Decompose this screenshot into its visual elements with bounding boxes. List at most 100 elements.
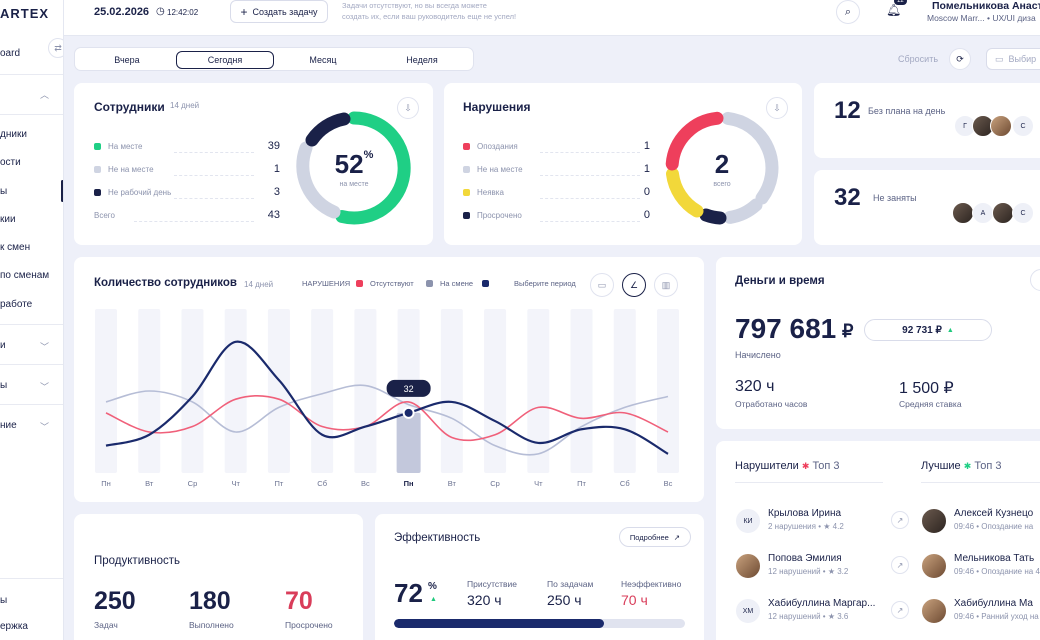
money-title: Деньги и время [735, 275, 825, 287]
tab-yesterday[interactable]: Вчера [114, 55, 140, 65]
sidebar-item-group-1[interactable]: и [0, 340, 6, 351]
best-meta: 09:46 • Опоздание на 45 [954, 567, 1040, 576]
task-hint-line-1: Задачи отсутствуют, но вы всегда можете [342, 1, 487, 10]
bell-icon[interactable]: 🔔︎ [886, 3, 902, 17]
avatar[interactable] [921, 598, 947, 624]
sidebar-item-group-2[interactable]: ы [0, 380, 8, 391]
violator-name[interactable]: Хабибуллина Маргар... [768, 598, 876, 609]
hours-label: Отработано часов [735, 399, 808, 409]
open-profile-button[interactable]: ↗ [891, 556, 909, 574]
download-button[interactable]: ⇩ [766, 97, 788, 119]
row-label: Не на месте [108, 165, 154, 174]
bar-chart-toggle[interactable]: ▥ [654, 273, 678, 297]
chevron-up-icon[interactable]: ︿ [40, 90, 50, 100]
arrow-up-right-icon: ↗ [673, 532, 681, 542]
row-value: 1 [643, 140, 650, 152]
avatar[interactable] [992, 202, 1014, 224]
avatar[interactable] [921, 553, 947, 579]
row-value: 3 [273, 186, 280, 198]
sidebar-item-tasks[interactable]: кии [0, 214, 16, 225]
refresh-button[interactable]: ⟳ [949, 48, 971, 70]
avatar[interactable]: С [1012, 115, 1034, 137]
legend-dot [463, 143, 470, 150]
productivity-title: Продуктивность [94, 555, 180, 567]
avatar[interactable]: ХМ [735, 598, 761, 624]
total-label: Всего [94, 211, 115, 220]
create-task-button[interactable]: + Создать задачу [230, 0, 328, 23]
violations-caption: всего [713, 181, 731, 188]
collapse-sidebar-button[interactable]: ⇄ [48, 38, 63, 58]
sidebar-item-shift-schedule[interactable]: к смен [0, 242, 31, 253]
avatar[interactable] [952, 202, 974, 224]
star-icon: ★ [827, 567, 838, 576]
current-time: 12:42:02 [167, 8, 199, 17]
clock-icon: ◷ [156, 6, 165, 17]
avatar[interactable] [990, 115, 1012, 137]
violator-name[interactable]: Попова Эмилия [768, 553, 842, 564]
avatar[interactable]: А [972, 202, 994, 224]
legend-dot [426, 280, 433, 287]
notification-badge: 12 [894, 0, 907, 5]
download-icon: ⇩ [404, 102, 412, 113]
calendar-button[interactable]: ▭ [590, 273, 614, 297]
chevron-down-icon[interactable]: ﹀ [40, 382, 50, 392]
tab-month[interactable]: Месяц [309, 55, 337, 65]
series-line [105, 394, 669, 442]
more-button[interactable] [1030, 269, 1040, 291]
period-picker-label[interactable]: Выберите период [514, 279, 576, 288]
legend-dot [463, 212, 470, 219]
details-button[interactable]: Подробнее ↗ [619, 527, 691, 547]
sidebar-item-active[interactable]: ы [0, 186, 8, 197]
avatar[interactable]: С [1012, 202, 1034, 224]
violator-name[interactable]: Крылова Ирина [768, 508, 842, 519]
best-top-label: Топ 3 [974, 460, 1002, 472]
tab-week[interactable]: Неделя [406, 55, 438, 65]
chevron-down-icon[interactable]: ﹀ [40, 422, 50, 432]
money-card: Деньги и время 797 681 ₽ 92 731 ₽ ▲ Начи… [716, 257, 1040, 429]
sidebar-item-at-work[interactable]: работе [0, 299, 33, 310]
user-meta: Moscow Marr... • UX/UI диза [927, 13, 1036, 23]
best-name[interactable]: Хабибуллина Ма [954, 598, 1033, 609]
date-picker-button[interactable]: ▭ Выбир [986, 48, 1040, 70]
violator-meta: 12 нарушений • ★ 3.2 [768, 567, 848, 576]
sidebar-item-attendance[interactable]: ости [0, 157, 21, 168]
open-profile-button[interactable]: ↗ [891, 601, 909, 619]
row-value: 0 [643, 209, 650, 221]
employees-period: 14 дней [170, 101, 200, 110]
x-tick-label: Пн [101, 479, 111, 488]
chevron-down-icon[interactable]: ﹀ [40, 342, 50, 352]
best-name[interactable]: Алексей Кузнецо [954, 508, 1034, 519]
best-meta: 09:46 • Опоздание на [954, 522, 1034, 531]
sidebar-item-group-3[interactable]: ние [0, 420, 17, 431]
chart-column-band [354, 309, 377, 473]
done-count: 180 [189, 587, 231, 615]
row-value: 0 [643, 186, 650, 198]
avatar[interactable] [735, 553, 761, 579]
sidebar-item-bottom-1[interactable]: ы [0, 595, 8, 606]
legend-absent-label: Отсутствуют [370, 279, 414, 288]
line-chart-toggle[interactable]: ∠ [622, 273, 646, 297]
reset-link[interactable]: Сбросить [898, 54, 939, 64]
money-delta-pill: 92 731 ₽ ▲ [864, 319, 992, 341]
calendar-icon: ▭ [597, 279, 607, 290]
not-busy-card: 32 Не заняты А С [814, 170, 1040, 245]
money-delta: 92 731 ₽ [902, 324, 942, 336]
avatar[interactable]: Г [954, 115, 976, 137]
user-name[interactable]: Помельникова Анаст [932, 0, 1040, 12]
tab-today[interactable]: Сегодня [176, 51, 274, 69]
details-label: Подробнее [629, 532, 669, 542]
best-name[interactable]: Мельникова Тать [954, 553, 1035, 564]
open-profile-button[interactable]: ↗ [891, 511, 909, 529]
sidebar-item-dashboard[interactable]: oard [0, 48, 21, 59]
sidebar-item-by-shifts[interactable]: по сменам [0, 270, 50, 281]
sidebar-item-support[interactable]: ержка [0, 621, 28, 632]
search-button[interactable]: ⌕ [836, 0, 860, 24]
series-line [105, 340, 669, 455]
row-label: Неявка [477, 188, 504, 197]
x-tick-label: Чт [534, 479, 543, 488]
violations-total: 2 [714, 149, 730, 179]
sidebar-item-employees[interactable]: дники [0, 129, 27, 140]
avatar[interactable]: КИ [735, 508, 761, 534]
avatar[interactable] [921, 508, 947, 534]
download-button[interactable]: ⇩ [397, 97, 419, 119]
